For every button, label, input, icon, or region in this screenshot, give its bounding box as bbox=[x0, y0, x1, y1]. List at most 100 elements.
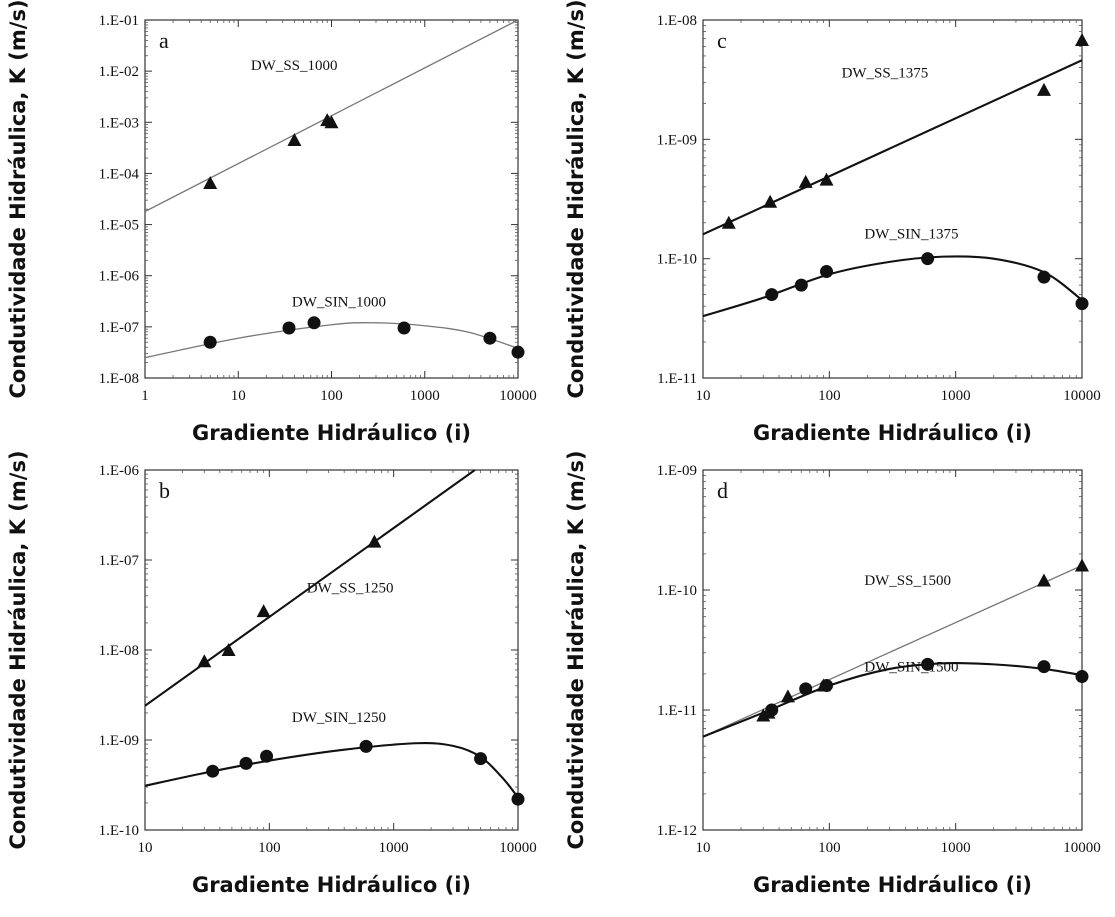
data-point-triangle bbox=[1036, 82, 1051, 96]
panel-letter: a bbox=[159, 28, 169, 53]
y-tick-label: 1.E-01 bbox=[99, 13, 139, 29]
y-tick-label: 1.E-11 bbox=[657, 371, 697, 387]
y-tick-label: 1.E-09 bbox=[657, 132, 697, 148]
x-tick-label: 10000 bbox=[499, 840, 537, 856]
x-axis-title: Gradiente Hidráulico (i) bbox=[192, 873, 471, 897]
data-point-circle bbox=[483, 331, 497, 345]
data-point-circle bbox=[203, 335, 217, 349]
data-point-circle bbox=[282, 321, 296, 335]
data-point-triangle bbox=[819, 172, 834, 186]
data-point-circle bbox=[921, 252, 935, 266]
data-point-triangle bbox=[780, 689, 795, 703]
y-tick-label: 1.E-10 bbox=[99, 823, 139, 839]
series-label: DW_SIN_1250 bbox=[292, 710, 386, 726]
x-tick-label: 10000 bbox=[1063, 388, 1101, 404]
data-point-triangle bbox=[1075, 558, 1089, 572]
data-point-triangle bbox=[197, 654, 212, 668]
panel-letter: c bbox=[717, 28, 727, 53]
y-axis-title: Condutividade Hidráulica, K (m/s) bbox=[6, 0, 30, 399]
data-point-triangle bbox=[287, 133, 302, 147]
data-point-triangle bbox=[203, 175, 218, 189]
plot-frame bbox=[144, 469, 519, 831]
series-clip-group bbox=[703, 564, 1082, 738]
data-point-triangle bbox=[721, 215, 736, 229]
data-point-circle bbox=[921, 657, 935, 671]
x-tick-label: 100 bbox=[818, 388, 841, 404]
data-point-circle bbox=[474, 752, 488, 766]
series-label: DW_SS_1375 bbox=[842, 65, 929, 81]
y-tick-label: 1.E-12 bbox=[657, 823, 697, 839]
data-point-triangle bbox=[763, 194, 778, 208]
x-tick-label: 1000 bbox=[379, 840, 409, 856]
y-tick-label: 1.E-09 bbox=[657, 463, 697, 479]
data-point-circle bbox=[1037, 660, 1051, 674]
data-point-triangle bbox=[1036, 573, 1051, 587]
plot-frame bbox=[702, 19, 1083, 379]
data-point-circle bbox=[820, 679, 834, 693]
fit-line-DW_SS_1375 bbox=[703, 59, 1082, 236]
fit-line-DW_SS_1500 bbox=[703, 564, 1082, 738]
y-tick-label: 1.E-10 bbox=[657, 252, 697, 268]
data-point-circle bbox=[239, 756, 253, 770]
y-tick-label: 1.E-06 bbox=[99, 463, 140, 479]
panel-b: 1.E-10 1.E-09 1.E-08 1.E-07 1.E-06 10 100 1000 1… bbox=[6, 450, 537, 897]
x-tick-label: 10 bbox=[696, 840, 711, 856]
series-label: DW_SIN_1375 bbox=[864, 226, 958, 242]
y-tick-label: 1.E-08 bbox=[99, 643, 139, 659]
data-point-circle bbox=[799, 682, 813, 696]
data-point-circle bbox=[1037, 270, 1051, 284]
series-label: DW_SS_1250 bbox=[307, 580, 394, 596]
series-label: DW_SS_1500 bbox=[864, 573, 951, 589]
x-tick-label: 1000 bbox=[410, 388, 440, 404]
y-axis-title: Condutividade Hidráulica, K (m/s) bbox=[564, 450, 588, 849]
data-point-circle bbox=[1075, 670, 1089, 684]
series-label: DW_SIN_1000 bbox=[292, 294, 386, 310]
data-point-circle bbox=[511, 345, 525, 359]
x-tick-label: 10 bbox=[138, 840, 153, 856]
series-label: DW_SIN_1500 bbox=[864, 660, 958, 676]
panel-a: 1.E-08 1.E-07 1.E-06 1.E-05 1.E-04 1.E-03 1.E-… bbox=[6, 0, 537, 445]
data-point-circle bbox=[1075, 297, 1089, 311]
data-point-circle bbox=[511, 792, 525, 806]
panel-d: 1.E-12 1.E-11 1.E-10 1.E-09 10 100 1000 10000 d D… bbox=[564, 450, 1101, 897]
data-point-triangle bbox=[256, 604, 271, 618]
x-tick-label: 100 bbox=[818, 840, 841, 856]
y-tick-label: 1.E-10 bbox=[657, 583, 697, 599]
fit-line-DW_SIN_1000 bbox=[145, 322, 518, 359]
series-clip-group bbox=[145, 470, 518, 799]
data-point-circle bbox=[206, 764, 220, 778]
x-tick-label: 100 bbox=[258, 840, 281, 856]
plot-frame bbox=[702, 469, 1083, 831]
panels-group: 1.E-08 1.E-07 1.E-06 1.E-05 1.E-04 1.E-03 1.E-… bbox=[6, 0, 1101, 897]
panel-letter: d bbox=[717, 478, 728, 503]
panel-letter: b bbox=[159, 478, 170, 503]
fit-line-DW_SIN_1250 bbox=[145, 742, 518, 799]
series-label: DW_SS_1000 bbox=[251, 58, 338, 74]
panel-c: 1.E-11 1.E-10 1.E-09 1.E-08 10 100 1000 10000 c D… bbox=[564, 0, 1101, 445]
y-tick-label: 1.E-11 bbox=[657, 703, 697, 719]
fit-line-DW_SIN_1375 bbox=[703, 255, 1082, 318]
y-axis-title: Condutividade Hidráulica, K (m/s) bbox=[564, 0, 588, 399]
x-axis-title: Gradiente Hidráulico (i) bbox=[192, 421, 471, 445]
data-point-circle bbox=[765, 703, 779, 717]
data-point-circle bbox=[820, 265, 834, 279]
y-tick-label: 1.E-07 bbox=[99, 553, 140, 569]
series-clip-group bbox=[703, 59, 1082, 318]
y-tick-label: 1.E-08 bbox=[657, 13, 697, 29]
y-axis-title: Condutividade Hidráulica, K (m/s) bbox=[6, 450, 30, 849]
y-tick-label: 1.E-05 bbox=[99, 218, 139, 234]
data-point-circle bbox=[359, 739, 373, 753]
data-point-circle bbox=[794, 278, 808, 292]
x-tick-label: 10 bbox=[696, 388, 711, 404]
x-tick-label: 1000 bbox=[941, 840, 971, 856]
x-axis-title: Gradiente Hidráulico (i) bbox=[753, 873, 1032, 897]
y-tick-label: 1.E-08 bbox=[99, 371, 139, 387]
x-tick-label: 1000 bbox=[941, 388, 971, 404]
data-point-triangle bbox=[798, 174, 813, 188]
y-tick-label: 1.E-02 bbox=[99, 64, 139, 80]
y-tick-label: 1.E-09 bbox=[99, 733, 139, 749]
y-tick-label: 1.E-04 bbox=[99, 166, 140, 182]
x-tick-label: 10000 bbox=[1063, 840, 1101, 856]
data-point-circle bbox=[397, 321, 411, 335]
